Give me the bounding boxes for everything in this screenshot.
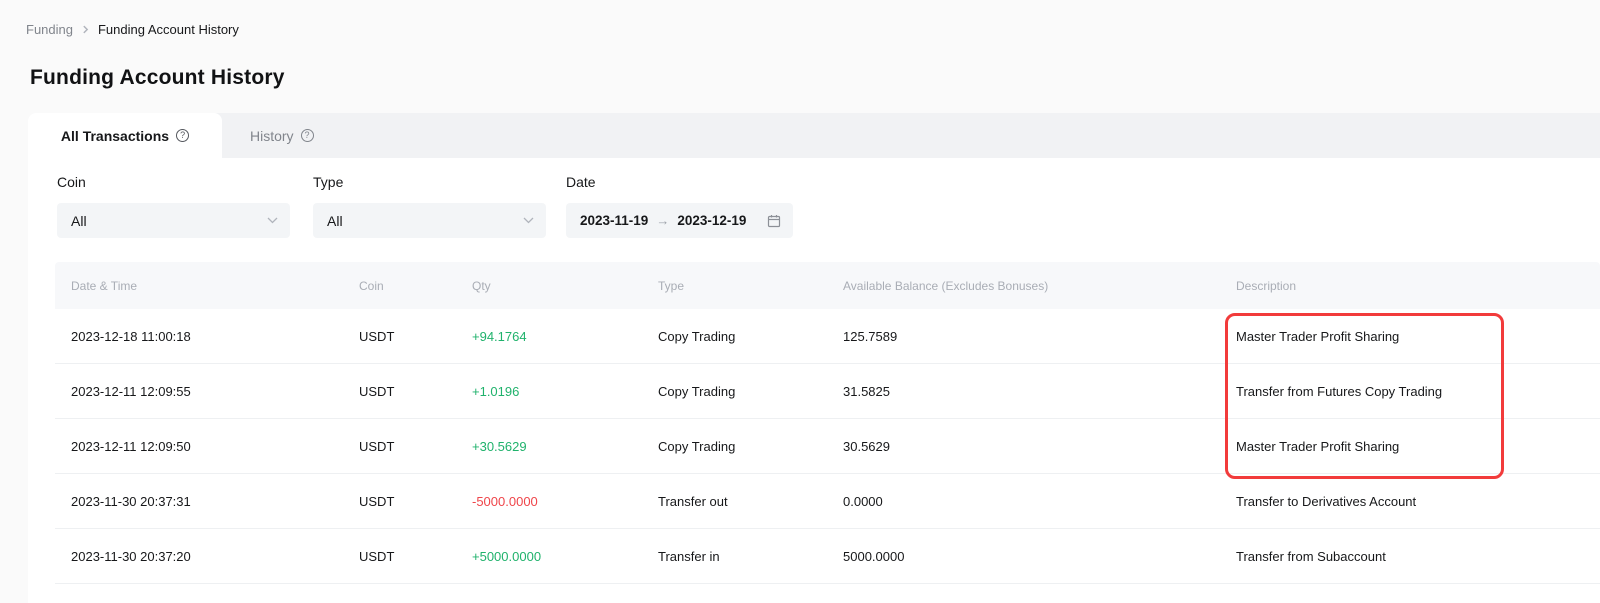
cell-description: Master Trader Profit Sharing	[1236, 438, 1400, 454]
table-row[interactable]: 2023-12-11 12:09:50 USDT +30.5629 Copy T…	[55, 419, 1600, 474]
cell-datetime: 2023-12-18 11:00:18	[71, 328, 191, 344]
cell-description: Master Trader Profit Sharing	[1236, 328, 1400, 344]
tab-history[interactable]: History ?	[222, 113, 342, 158]
cell-coin: USDT	[359, 438, 395, 454]
cell-datetime: 2023-12-11 12:09:50	[71, 438, 191, 454]
type-filter: Type All	[313, 174, 546, 238]
table-row[interactable]: 2023-11-30 20:37:31 USDT -5000.0000 Tran…	[55, 474, 1600, 529]
tab-all-transactions[interactable]: All Transactions ?	[28, 113, 222, 158]
coin-filter-label: Coin	[57, 174, 86, 190]
cell-type: Copy Trading	[658, 328, 736, 344]
coin-filter: Coin All	[57, 174, 290, 238]
cell-datetime: 2023-11-30 20:37:20	[71, 548, 191, 564]
help-icon[interactable]: ?	[300, 129, 314, 142]
cell-balance: 30.5629	[843, 438, 890, 454]
cell-coin: USDT	[359, 383, 395, 399]
cell-qty: +30.5629	[472, 438, 527, 454]
column-header: Qty	[472, 278, 491, 293]
tab-bar: All Transactions ? History ?	[28, 113, 1600, 158]
date-start-value: 2023-11-19	[580, 213, 649, 228]
content-panel: All Transactions ? History ? Coin All Ty…	[28, 113, 1600, 603]
cell-datetime: 2023-11-30 20:37:31	[71, 493, 191, 509]
type-select-value: All	[327, 212, 343, 229]
table-row[interactable]: 2023-12-18 11:00:18 USDT +94.1764 Copy T…	[55, 309, 1600, 364]
table-row[interactable]: 2023-12-11 12:09:55 USDT +1.0196 Copy Tr…	[55, 364, 1600, 419]
column-header: Type	[658, 278, 685, 293]
chevron-down-icon	[523, 217, 534, 224]
breadcrumb: Funding Funding Account History	[26, 22, 239, 37]
tab-history-label: History	[250, 127, 294, 144]
cell-qty: +5000.0000	[472, 548, 542, 564]
table-body: 2023-12-18 11:00:18 USDT +94.1764 Copy T…	[55, 309, 1600, 584]
cell-type: Copy Trading	[658, 438, 736, 454]
cell-type: Transfer out	[658, 493, 728, 509]
cell-type: Transfer in	[658, 548, 720, 564]
cell-datetime: 2023-12-11 12:09:55	[71, 383, 191, 399]
date-filter-label: Date	[566, 174, 596, 190]
column-header: Coin	[359, 278, 384, 293]
coin-select[interactable]: All	[57, 203, 290, 238]
cell-description: Transfer to Derivatives Account	[1236, 493, 1417, 509]
cell-qty: +94.1764	[472, 328, 527, 344]
date-range-picker[interactable]: 2023-11-19 → 2023-12-19	[566, 203, 793, 238]
date-range-arrow-icon: →	[656, 213, 670, 228]
breadcrumb-funding-link[interactable]: Funding	[26, 22, 73, 37]
chevron-down-icon	[267, 217, 278, 224]
column-header: Available Balance (Excludes Bonuses)	[843, 278, 1049, 293]
cell-balance: 5000.0000	[843, 548, 905, 564]
calendar-icon	[767, 214, 781, 228]
table-row[interactable]: 2023-11-30 20:37:20 USDT +5000.0000 Tran…	[55, 529, 1600, 584]
coin-select-value: All	[71, 212, 87, 229]
cell-type: Copy Trading	[658, 383, 736, 399]
column-header: Description	[1236, 278, 1297, 293]
tab-all-transactions-label: All Transactions	[60, 127, 170, 144]
cell-coin: USDT	[359, 328, 395, 344]
table-header-row: Date & Time Coin Qty Type Available Balance …	[55, 262, 1600, 309]
cell-description: Transfer from Subaccount	[1236, 548, 1386, 564]
cell-balance: 0.0000	[843, 493, 883, 509]
cell-balance: 125.7589	[843, 328, 898, 344]
breadcrumb-current: Funding Account History	[97, 22, 239, 37]
date-filter: Date 2023-11-19 → 2023-12-19	[566, 174, 793, 238]
cell-qty: -5000.0000	[472, 493, 538, 509]
chevron-right-icon	[81, 25, 90, 34]
column-header: Date & Time	[71, 278, 138, 293]
cell-coin: USDT	[359, 493, 395, 509]
type-filter-label: Type	[313, 174, 344, 190]
help-icon[interactable]: ?	[176, 129, 190, 142]
transactions-table: Date & Time Coin Qty Type Available Balance …	[55, 262, 1600, 584]
date-end-value: 2023-12-19	[677, 213, 747, 228]
cell-qty: +1.0196	[472, 383, 520, 399]
cell-balance: 31.5825	[843, 383, 890, 399]
cell-coin: USDT	[359, 548, 395, 564]
type-select[interactable]: All	[313, 203, 546, 238]
page-title: Funding Account History	[30, 66, 285, 89]
cell-description: Transfer from Futures Copy Trading	[1236, 383, 1443, 399]
